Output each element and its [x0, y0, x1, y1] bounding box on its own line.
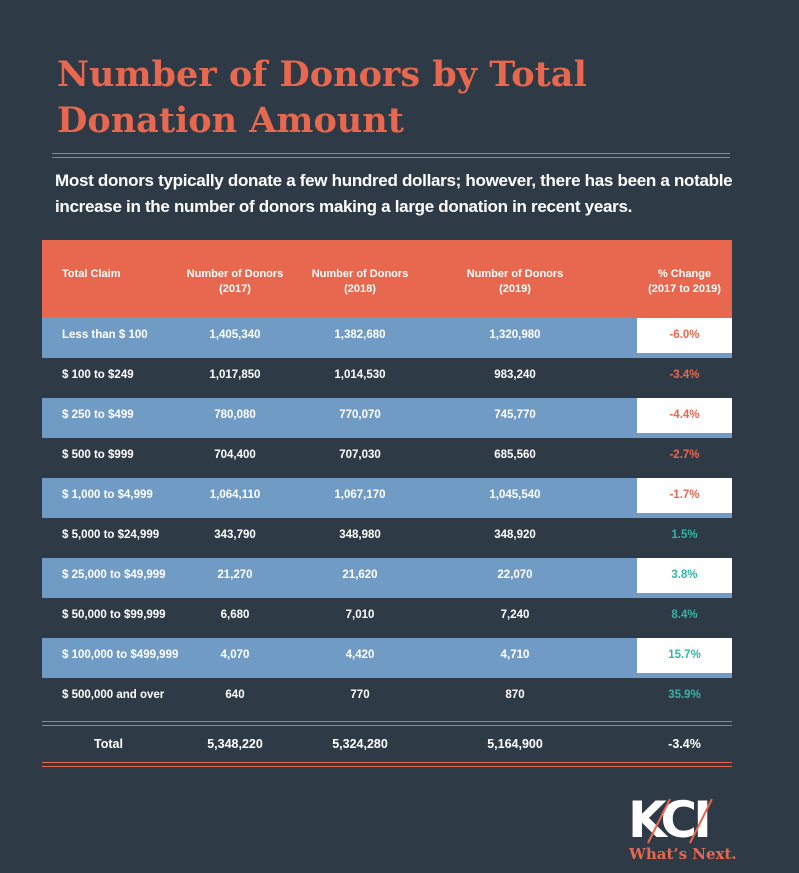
- cell-claim: $ 500 to $999: [62, 449, 134, 461]
- table-row: $ 500,000 and over 640 770 870 35.9%: [42, 678, 732, 718]
- table-row: Less than $ 100 1,405,340 1,382,680 1,320,9…: [42, 318, 732, 358]
- cell-claim: $ 250 to $499: [62, 409, 134, 421]
- cell-claim: $ 500,000 and over: [62, 689, 165, 701]
- cell-pct-change: -6.0%: [637, 318, 732, 353]
- table-row: $ 25,000 to $49,999 21,270 21,620 22,070 3.8…: [42, 558, 732, 598]
- total-divider-bottom: [42, 762, 732, 767]
- donor-table: Total Claim Number of Donors (2017) Numbe…: [42, 240, 732, 767]
- total-2017: 5,348,220: [207, 737, 263, 751]
- cell-claim: Less than $ 100: [62, 329, 148, 341]
- cell-2017: 1,064,110: [209, 489, 261, 501]
- cell-2017: 1,017,850: [209, 369, 261, 381]
- cell-2018: 4,420: [345, 649, 375, 661]
- cell-2017: 1,405,340: [209, 329, 261, 341]
- cell-claim: $ 1,000 to $4,999: [62, 489, 153, 501]
- header-2019-line1: Number of Donors: [466, 268, 564, 280]
- cell-2018: 770,070: [339, 409, 381, 421]
- cell-2017: 640: [225, 689, 245, 701]
- svg-text:What’s Next.: What’s Next.: [628, 845, 737, 863]
- cell-2017: 4,070: [220, 649, 250, 661]
- total-2019: 5,164,900: [487, 737, 543, 751]
- cell-pct-change: 8.4%: [671, 609, 698, 621]
- cell-2018: 348,980: [339, 529, 381, 541]
- header-pct-line1: % Change: [657, 268, 712, 280]
- total-pct-change: -3.4%: [668, 737, 701, 751]
- subtitle: Most donors typically donate a few hundr…: [55, 171, 733, 216]
- cell-pct-change: 3.8%: [637, 558, 732, 593]
- cell-2017: 6,680: [220, 609, 250, 621]
- cell-claim: $ 5,000 to $24,999: [62, 529, 160, 541]
- cell-2017: 704,400: [214, 449, 256, 461]
- cell-pct-change: 35.9%: [668, 689, 701, 701]
- cell-2018: 7,010: [345, 609, 375, 621]
- table-row: $ 500 to $999 704,400 707,030 685,560 -2.7%: [42, 438, 732, 478]
- total-row: Total 5,348,220 5,324,280 5,164,900 -3.4…: [42, 726, 732, 762]
- cell-2018: 707,030: [339, 449, 381, 461]
- table-row: $ 1,000 to $4,999 1,064,110 1,067,170 1,045…: [42, 478, 732, 518]
- total-divider-top: [42, 721, 732, 726]
- header-2019-line2: (2019): [499, 283, 531, 295]
- title-divider: [52, 153, 730, 158]
- header-total-claim: Total Claim: [62, 268, 121, 280]
- cell-2019: 4,710: [500, 649, 530, 661]
- table-row: $ 5,000 to $24,999 343,790 348,980 348,920 1…: [42, 518, 732, 558]
- header-2017-line2: (2017): [219, 283, 251, 295]
- header-2017: Number of Donors (2017): [185, 267, 285, 297]
- cell-2018: 1,014,530: [334, 369, 386, 381]
- kci-logo: KCI What’s Next.: [628, 791, 740, 868]
- header-2018-line2: (2018): [344, 283, 376, 295]
- table-row: $ 250 to $499 780,080 770,070 745,770 -4.4%: [42, 398, 732, 438]
- cell-pct-change: -4.4%: [637, 398, 732, 433]
- header-pct-change: % Change (2017 to 2019): [637, 267, 732, 302]
- cell-2019: 348,920: [494, 529, 536, 541]
- cell-pct-change: 15.7%: [637, 638, 732, 673]
- header-2017-line1: Number of Donors: [186, 268, 284, 280]
- cell-2019: 22,070: [497, 569, 533, 581]
- cell-2018: 1,067,170: [334, 489, 386, 501]
- cell-2017: 780,080: [214, 409, 256, 421]
- cell-2019: 685,560: [494, 449, 536, 461]
- table-row: $ 100 to $249 1,017,850 1,014,530 983,240 -3…: [42, 358, 732, 398]
- cell-claim: $ 25,000 to $49,999: [62, 569, 166, 581]
- table-body: Less than $ 100 1,405,340 1,382,680 1,320,9…: [42, 318, 732, 718]
- header-pct-line2: (2017 to 2019): [648, 283, 721, 295]
- cell-2017: 343,790: [214, 529, 256, 541]
- cell-claim: $ 100 to $249: [62, 369, 134, 381]
- cell-2018: 1,382,680: [334, 329, 386, 341]
- table-row: $ 100,000 to $499,999 4,070 4,420 4,710 15.7…: [42, 638, 732, 678]
- cell-2019: 745,770: [494, 409, 536, 421]
- cell-2019: 1,045,540: [489, 489, 541, 501]
- table-header: Total Claim Number of Donors (2017) Numbe…: [42, 240, 732, 318]
- cell-2018: 770: [350, 689, 370, 701]
- cell-2019: 7,240: [500, 609, 530, 621]
- cell-2018: 21,620: [342, 569, 378, 581]
- header-2018: Number of Donors (2018): [310, 267, 410, 297]
- cell-claim: $ 50,000 to $99,999: [62, 609, 166, 621]
- total-2018: 5,324,280: [332, 737, 388, 751]
- cell-claim: $ 100,000 to $499,999: [62, 649, 179, 661]
- cell-2019: 983,240: [494, 369, 536, 381]
- header-2019: Number of Donors (2019): [465, 267, 565, 297]
- total-label: Total: [94, 737, 123, 751]
- page-title: Number of Donors by Total Donation Amoun…: [57, 54, 587, 141]
- table-row: $ 50,000 to $99,999 6,680 7,010 7,240 8.4%: [42, 598, 732, 638]
- cell-2017: 21,270: [217, 569, 253, 581]
- cell-pct-change: 1.5%: [671, 529, 698, 541]
- cell-pct-change: -1.7%: [637, 478, 732, 513]
- cell-pct-change: -3.4%: [669, 369, 700, 381]
- cell-2019: 870: [505, 689, 525, 701]
- cell-pct-change: -2.7%: [669, 449, 700, 461]
- header-2018-line1: Number of Donors: [311, 268, 409, 280]
- cell-2019: 1,320,980: [489, 329, 541, 341]
